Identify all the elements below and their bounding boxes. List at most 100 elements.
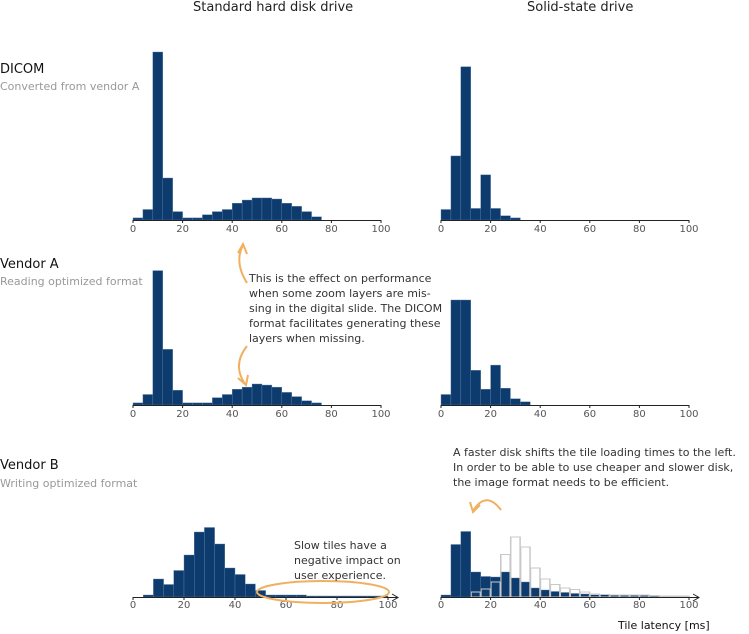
x-tick-label: 60 [583, 409, 596, 420]
histogram-bar [271, 386, 283, 406]
outline-bar-overlay [659, 595, 670, 598]
x-tick-label: 100 [371, 224, 390, 235]
x-tick-label: 100 [679, 600, 698, 611]
column-title-hdd: Standard hard disk drive [193, 0, 354, 15]
histogram-bar [336, 595, 348, 598]
histogram-bar [460, 299, 471, 406]
x-tick-label: 100 [371, 409, 390, 420]
histogram-bar [281, 202, 292, 221]
histogram-bar [480, 576, 491, 598]
histogram-bar [182, 217, 193, 221]
histogram-bar [204, 527, 215, 598]
histogram-bar [193, 531, 205, 598]
histogram-bar [142, 594, 154, 598]
histogram-bar [261, 197, 273, 221]
x-tick-label: 60 [583, 600, 596, 611]
histogram-bar [450, 155, 462, 221]
histogram-bar [212, 211, 223, 221]
row-title-vendor-a: Vendor A [0, 257, 59, 272]
x-tick-label: 80 [331, 600, 344, 611]
histogram-bar [291, 206, 302, 221]
x-tick-label: 40 [226, 224, 239, 235]
x-tick-label: 80 [633, 224, 646, 235]
histogram-bar [214, 543, 226, 598]
x-tick-label: 40 [534, 600, 547, 611]
histogram-bar [152, 270, 163, 406]
annotation-arrow-faster [472, 499, 502, 512]
panel-vendorb-hdd: 0 20 40 60 80 100 [130, 527, 399, 611]
histogram-bar [530, 587, 541, 598]
histogram-bar [142, 394, 154, 406]
histogram-bar [301, 211, 312, 221]
x-tick-label: 0 [438, 224, 444, 235]
panel-vendora-ssd: 0 20 40 60 80 100 [438, 299, 699, 420]
histogram-bar [142, 209, 154, 221]
panel-vendorb-ssd: 0 20 40 60 80 100 [438, 531, 700, 611]
histogram-bar [241, 199, 253, 221]
histogram-bar [301, 400, 312, 406]
panel-dicom-hdd: 0 20 40 60 80 100 [130, 51, 391, 235]
histogram-bar [470, 208, 481, 221]
histogram-bar [500, 571, 511, 598]
row-title-dicom: DICOM [0, 62, 45, 77]
histogram-bar [183, 554, 195, 598]
x-tick-label: 60 [583, 224, 596, 235]
histogram-bar [490, 576, 501, 598]
x-tick-label: 40 [229, 600, 242, 611]
histogram-bar [222, 394, 233, 406]
histogram-bar [251, 383, 263, 406]
histogram-bar [306, 595, 317, 598]
histogram-bar [460, 531, 471, 598]
histogram-bar [440, 394, 452, 406]
histogram-bar [500, 388, 511, 406]
outline-bar-overlay [669, 595, 680, 598]
histogram-bar [231, 202, 243, 221]
slow-tiles-highlight [256, 580, 390, 604]
histogram-bar [470, 370, 481, 406]
histogram-bar [132, 402, 144, 406]
histogram-bar [202, 402, 213, 406]
histogram-bar [326, 595, 338, 598]
histogram-bar [172, 211, 183, 221]
histogram-bar [347, 595, 358, 598]
histogram-bar [311, 216, 322, 221]
histogram-bar [440, 594, 452, 598]
x-tick-label: 20 [484, 600, 497, 611]
histogram-bar [540, 589, 551, 598]
x-tick-label: 100 [679, 409, 698, 420]
annotation-arrow-lower [238, 345, 248, 385]
x-tick-label: 60 [275, 409, 288, 420]
histogram-bar [192, 217, 203, 221]
x-tick-label: 80 [633, 600, 646, 611]
histogram-bar [224, 567, 236, 598]
histogram-bar [569, 593, 581, 598]
histogram-bar [500, 215, 511, 221]
x-tick-label: 0 [130, 224, 136, 235]
histogram-bar [275, 594, 287, 598]
histogram-bar [510, 217, 521, 221]
x-tick-label: 0 [130, 600, 136, 611]
histogram-bar [480, 174, 491, 221]
histogram-bar [450, 299, 462, 406]
histogram-bar [316, 595, 328, 598]
panel-dicom-ssd: 0 20 40 60 80 100 [438, 66, 699, 235]
x-tick-label: 80 [325, 224, 338, 235]
histogram-bar [559, 592, 571, 598]
x-tick-label: 100 [679, 224, 698, 235]
annotation-arrowhead-lower [237, 374, 249, 387]
annotation-missing-layers: This is the effect on performance when s… [249, 272, 443, 345]
histogram-bar [271, 198, 283, 221]
histogram-bar [234, 574, 246, 598]
histogram-bar [163, 584, 175, 598]
x-axis-label: Tile latency [ms] [618, 619, 710, 632]
histogram-bar [490, 364, 501, 406]
x-tick-label: 80 [325, 409, 338, 420]
histogram-bar [212, 397, 223, 406]
x-tick-label: 20 [176, 224, 189, 235]
histogram-bar [510, 398, 521, 406]
histogram-bar [231, 389, 243, 406]
histogram-bar [490, 208, 501, 221]
x-tick-label: 0 [438, 409, 444, 420]
x-tick-label: 0 [130, 409, 136, 420]
